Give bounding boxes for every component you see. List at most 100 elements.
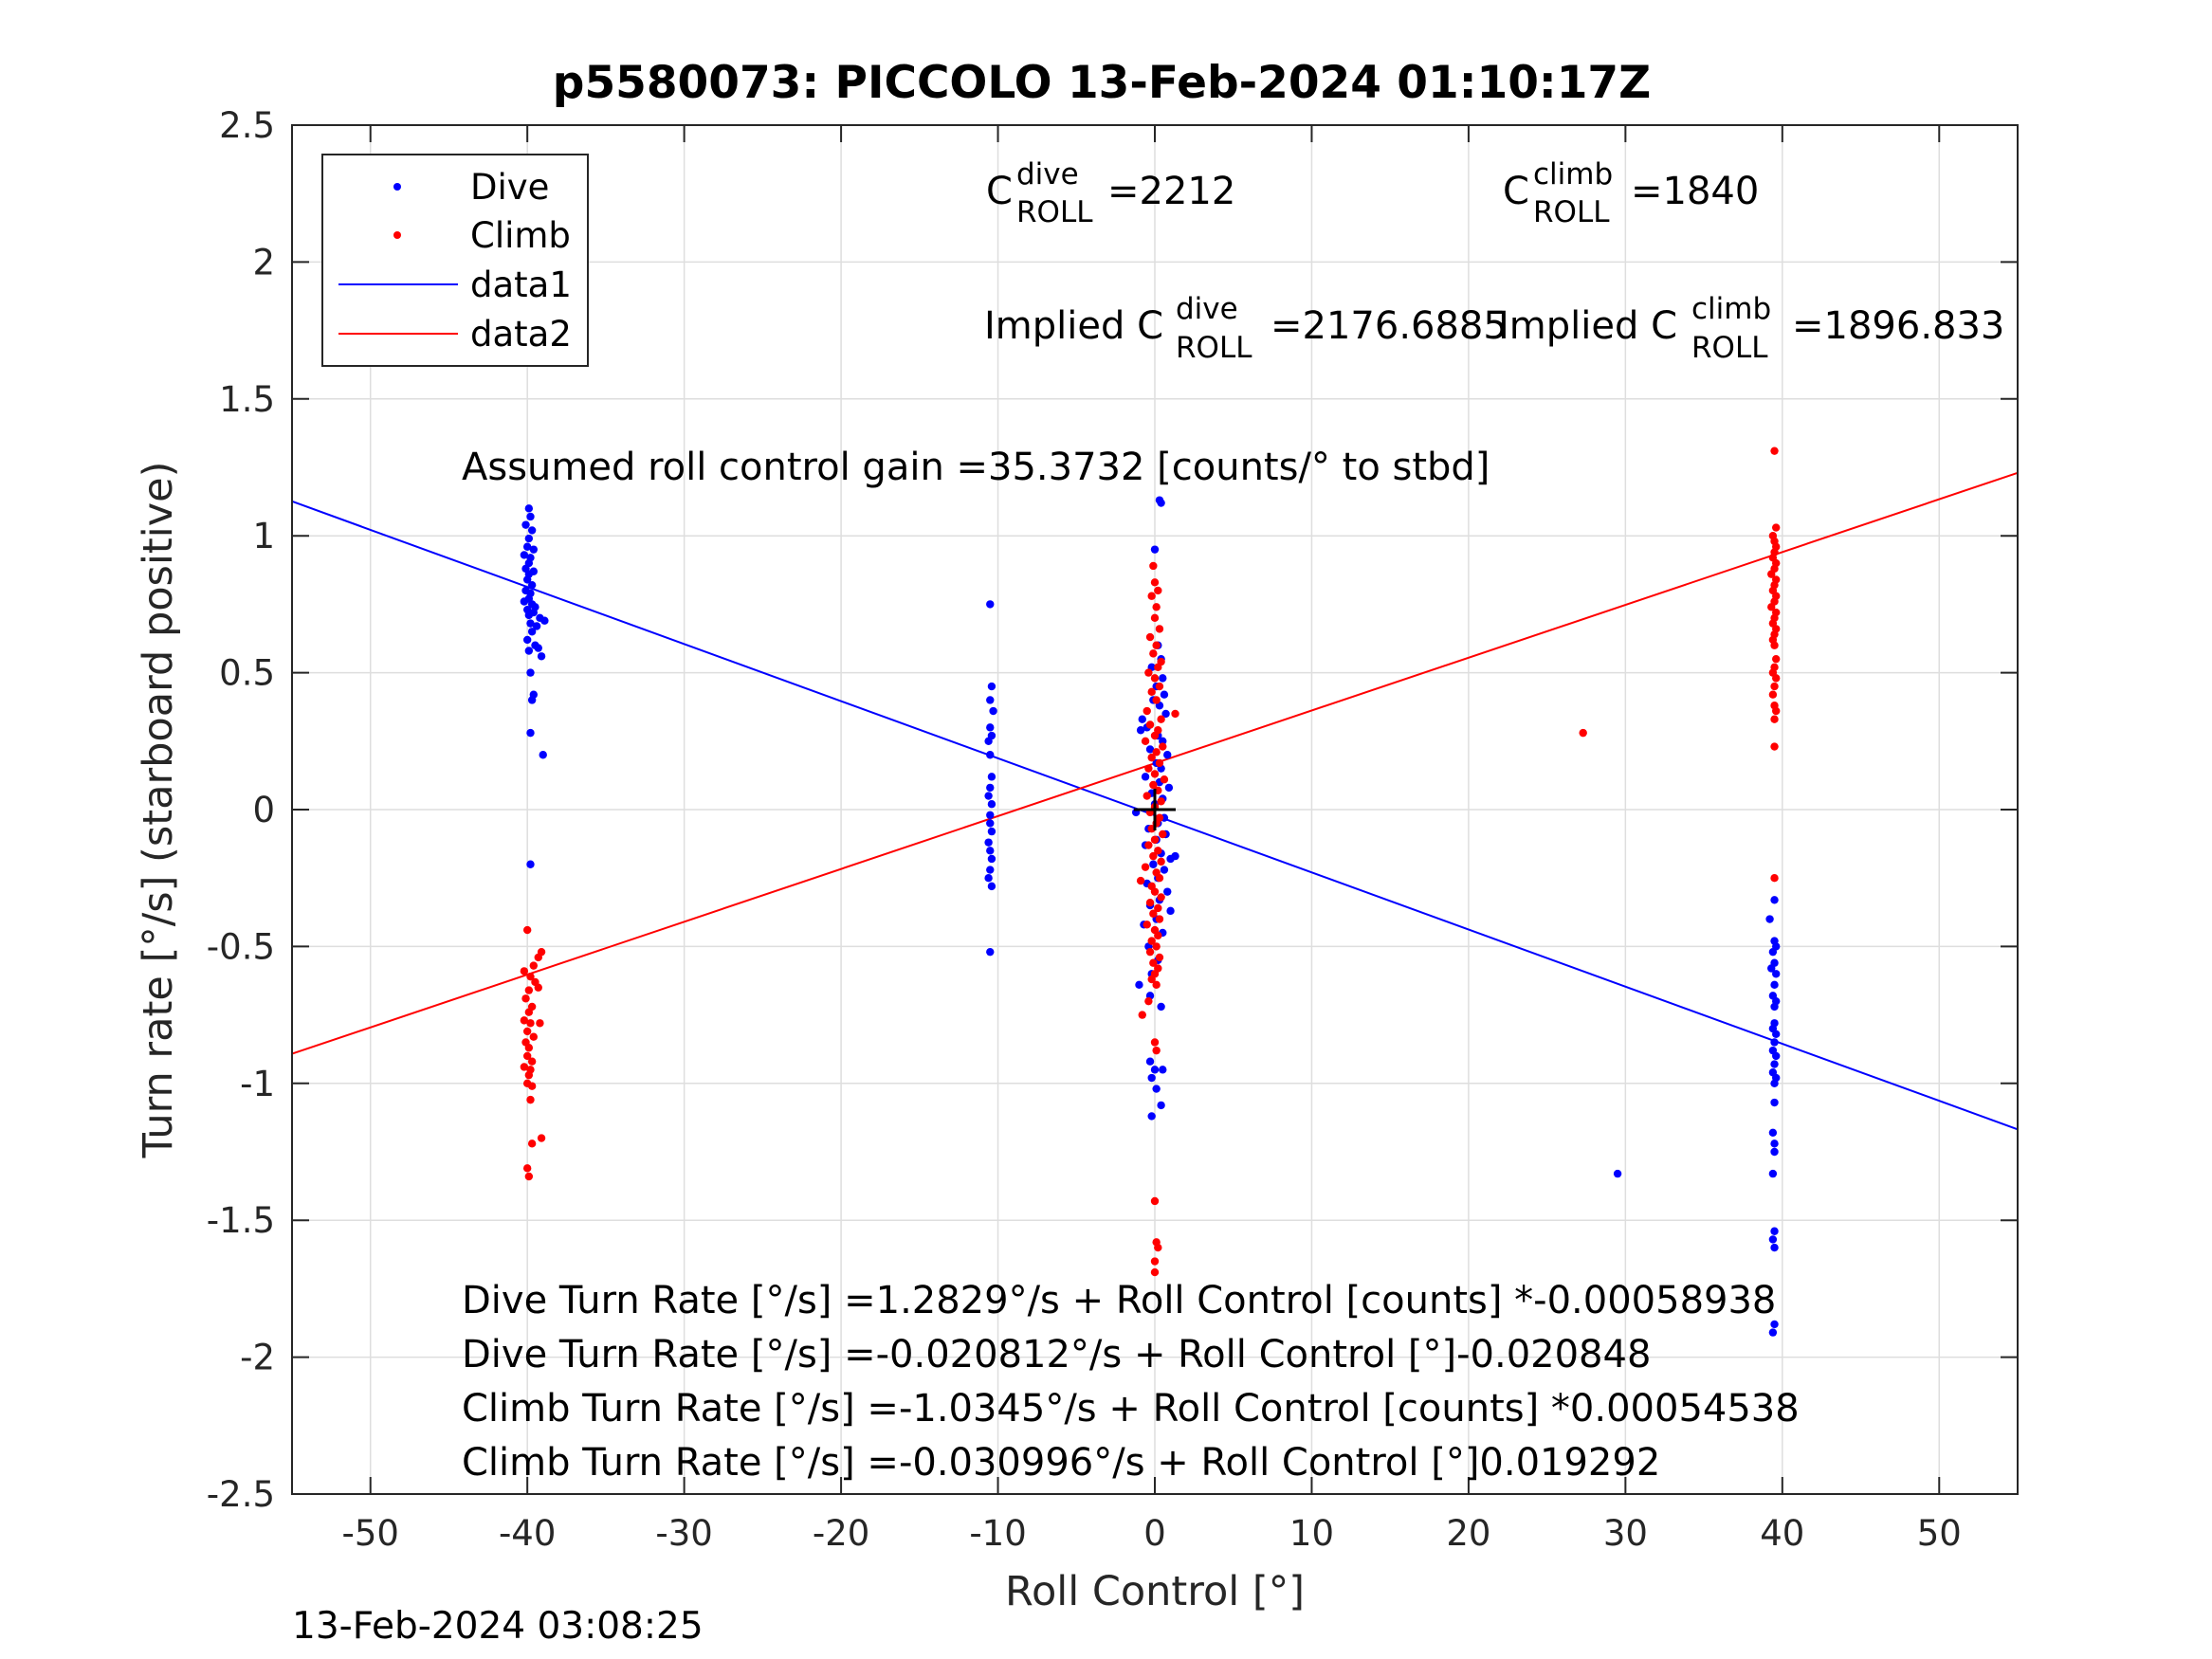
dive-point bbox=[520, 597, 529, 606]
climb-point bbox=[1157, 893, 1165, 902]
climb-point bbox=[1147, 753, 1156, 762]
x-tick-label: 0 bbox=[1143, 1513, 1166, 1554]
climb-point bbox=[520, 1016, 529, 1025]
c-roll-dive-annotation: C dive ROLL =2212 bbox=[986, 157, 1235, 229]
dive-point bbox=[1157, 1101, 1165, 1110]
climb-point bbox=[1772, 523, 1781, 532]
origin-cross-marker bbox=[1134, 789, 1176, 830]
dive-point bbox=[1166, 854, 1175, 864]
dive-point bbox=[1770, 1060, 1779, 1068]
climb-point bbox=[1149, 780, 1158, 790]
climb-point bbox=[1155, 915, 1164, 923]
climb-point bbox=[1150, 770, 1160, 778]
dive-point bbox=[522, 635, 532, 645]
dive-point bbox=[986, 600, 995, 609]
dive-point bbox=[1164, 783, 1174, 793]
dive-point bbox=[1770, 1147, 1779, 1157]
climb-point bbox=[534, 983, 542, 992]
climb-point bbox=[526, 1019, 535, 1028]
dive-point bbox=[524, 504, 534, 513]
dive-point bbox=[986, 947, 995, 957]
dive-point bbox=[987, 800, 996, 809]
y-tick-label: -1 bbox=[240, 1064, 275, 1104]
climb-point bbox=[1155, 953, 1164, 962]
dive-point bbox=[1159, 737, 1167, 745]
legend-climb-marker bbox=[393, 231, 401, 239]
dive-point bbox=[539, 751, 547, 759]
climb-point bbox=[1154, 931, 1162, 940]
dive-point bbox=[987, 682, 996, 691]
climb-point bbox=[1150, 887, 1160, 896]
svg-text:=2176.6885: =2176.6885 bbox=[1271, 304, 1508, 348]
dive-point bbox=[986, 847, 995, 855]
dive-point bbox=[1770, 1079, 1779, 1088]
climb-point bbox=[1154, 586, 1162, 595]
dive-point bbox=[1141, 773, 1150, 781]
x-axis-label: Roll Control [°] bbox=[1005, 1568, 1305, 1615]
dive-point bbox=[526, 619, 535, 628]
climb-point bbox=[1150, 578, 1160, 587]
climb-point bbox=[526, 1095, 535, 1104]
x-tick-label: -40 bbox=[499, 1513, 556, 1554]
climb-point bbox=[524, 1070, 534, 1080]
y-tick-label: 0 bbox=[252, 790, 275, 830]
implied-c-roll-climb-annotation: Implied C climb ROLL =1896.833 bbox=[1498, 292, 2004, 365]
climb-point bbox=[520, 1063, 529, 1071]
legend-data1-label: data1 bbox=[470, 264, 572, 305]
y-tick-label: -1.5 bbox=[207, 1200, 275, 1241]
dive-point bbox=[522, 575, 532, 584]
dive-point bbox=[1147, 1073, 1156, 1083]
dive-point bbox=[984, 838, 993, 847]
x-tick-label: 50 bbox=[1917, 1513, 1962, 1554]
dive-point bbox=[1138, 715, 1146, 723]
data-points bbox=[520, 447, 1781, 1337]
climb-point bbox=[1160, 775, 1169, 784]
climb-point bbox=[1770, 447, 1779, 455]
dive-point bbox=[986, 866, 995, 874]
svg-text:Implied C: Implied C bbox=[1498, 304, 1677, 348]
dive-point bbox=[1770, 980, 1779, 990]
dive-point bbox=[989, 706, 997, 716]
dive-point bbox=[1147, 1112, 1156, 1121]
climb-point bbox=[527, 1057, 537, 1066]
dive-point bbox=[1613, 1169, 1622, 1178]
dive-point bbox=[1145, 1057, 1155, 1066]
climb-point bbox=[1152, 603, 1161, 611]
dive-point bbox=[986, 723, 995, 732]
y-tick-label: 1 bbox=[252, 516, 275, 556]
climb-point bbox=[1138, 1011, 1146, 1019]
timestamp: 13-Feb-2024 03:08:25 bbox=[292, 1605, 704, 1648]
legend-dive-label: Dive bbox=[470, 167, 549, 208]
climb-point bbox=[1154, 663, 1162, 672]
climb-point bbox=[1154, 1243, 1162, 1252]
svg-text:climb: climb bbox=[1533, 157, 1613, 191]
climb-point bbox=[1136, 876, 1145, 885]
svg-text:dive: dive bbox=[1176, 292, 1238, 326]
climb-point bbox=[1144, 668, 1153, 677]
climb-point bbox=[522, 1164, 532, 1173]
svg-text:ROLL: ROLL bbox=[1176, 331, 1252, 365]
dive-point bbox=[522, 542, 532, 551]
dive-point bbox=[526, 860, 535, 868]
implied-c-roll-dive-annotation: Implied C dive ROLL =2176.6885 bbox=[984, 292, 1508, 365]
climb-point bbox=[1150, 674, 1160, 683]
climb-point bbox=[1149, 649, 1158, 658]
dive-point bbox=[987, 882, 996, 891]
dive-point bbox=[1768, 1169, 1778, 1178]
climb-point bbox=[524, 986, 534, 994]
climb-point bbox=[1150, 1257, 1160, 1266]
climb-point bbox=[522, 925, 532, 935]
climb-point bbox=[1154, 847, 1162, 855]
dive-point bbox=[1768, 1128, 1778, 1137]
climb-point bbox=[524, 1044, 534, 1052]
climb-point bbox=[521, 994, 530, 1003]
climb-point bbox=[1150, 1196, 1160, 1206]
dive-point bbox=[524, 647, 534, 655]
dive-point bbox=[1157, 1002, 1165, 1012]
dive-point bbox=[1765, 915, 1774, 923]
climb-point bbox=[1772, 706, 1781, 716]
climb-point bbox=[529, 1032, 538, 1041]
y-tick-label: 0.5 bbox=[219, 653, 275, 694]
dive-point bbox=[1159, 1066, 1167, 1074]
svg-text:climb: climb bbox=[1691, 292, 1771, 326]
